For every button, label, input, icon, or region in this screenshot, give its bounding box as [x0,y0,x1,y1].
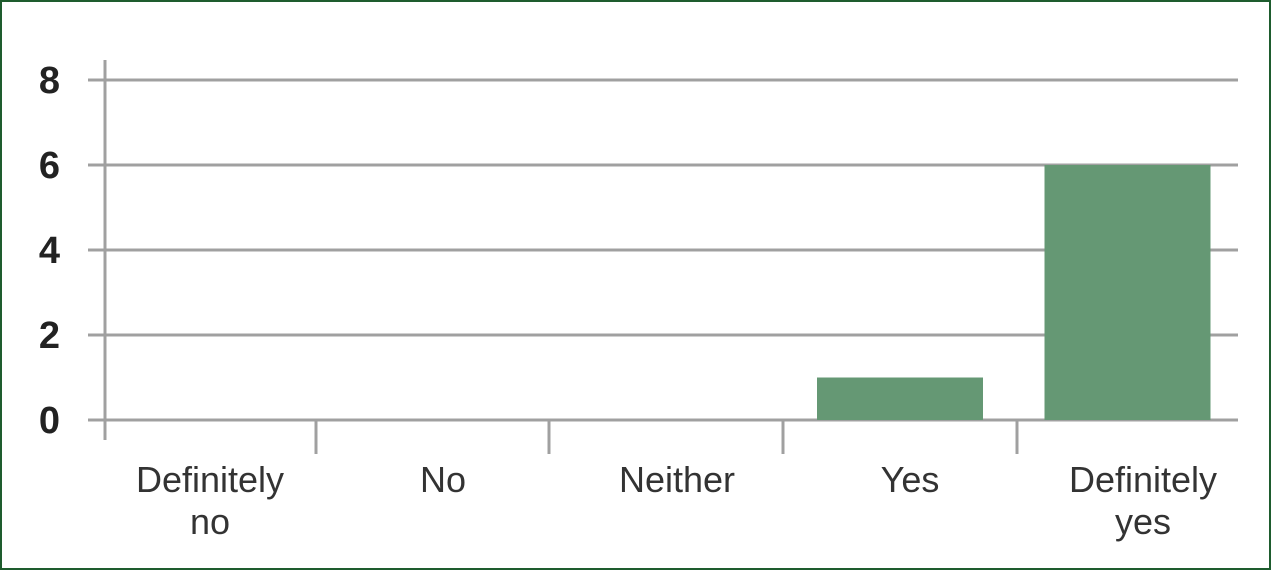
y-tick-label: 0 [39,400,60,442]
x-tick-label: Neither [619,459,735,500]
bar [817,377,983,420]
x-tick-label: Yes [881,459,940,500]
axes [103,60,1019,454]
y-tick-label: 4 [39,230,60,272]
x-tick-label: Definitely no [136,459,284,542]
y-tick-label: 2 [39,315,60,357]
y-tick-label: 8 [39,60,60,102]
x-tick-label: No [420,459,466,500]
y-tick-labels: 0 2 4 6 8 [39,60,60,442]
x-tick-label: Definitely yes [1069,459,1217,542]
bars [817,165,1211,420]
x-tick-labels: Definitely no No Neither Yes Definitely yes [136,459,1217,542]
bar [1044,165,1211,420]
y-tick-label: 6 [39,145,60,187]
